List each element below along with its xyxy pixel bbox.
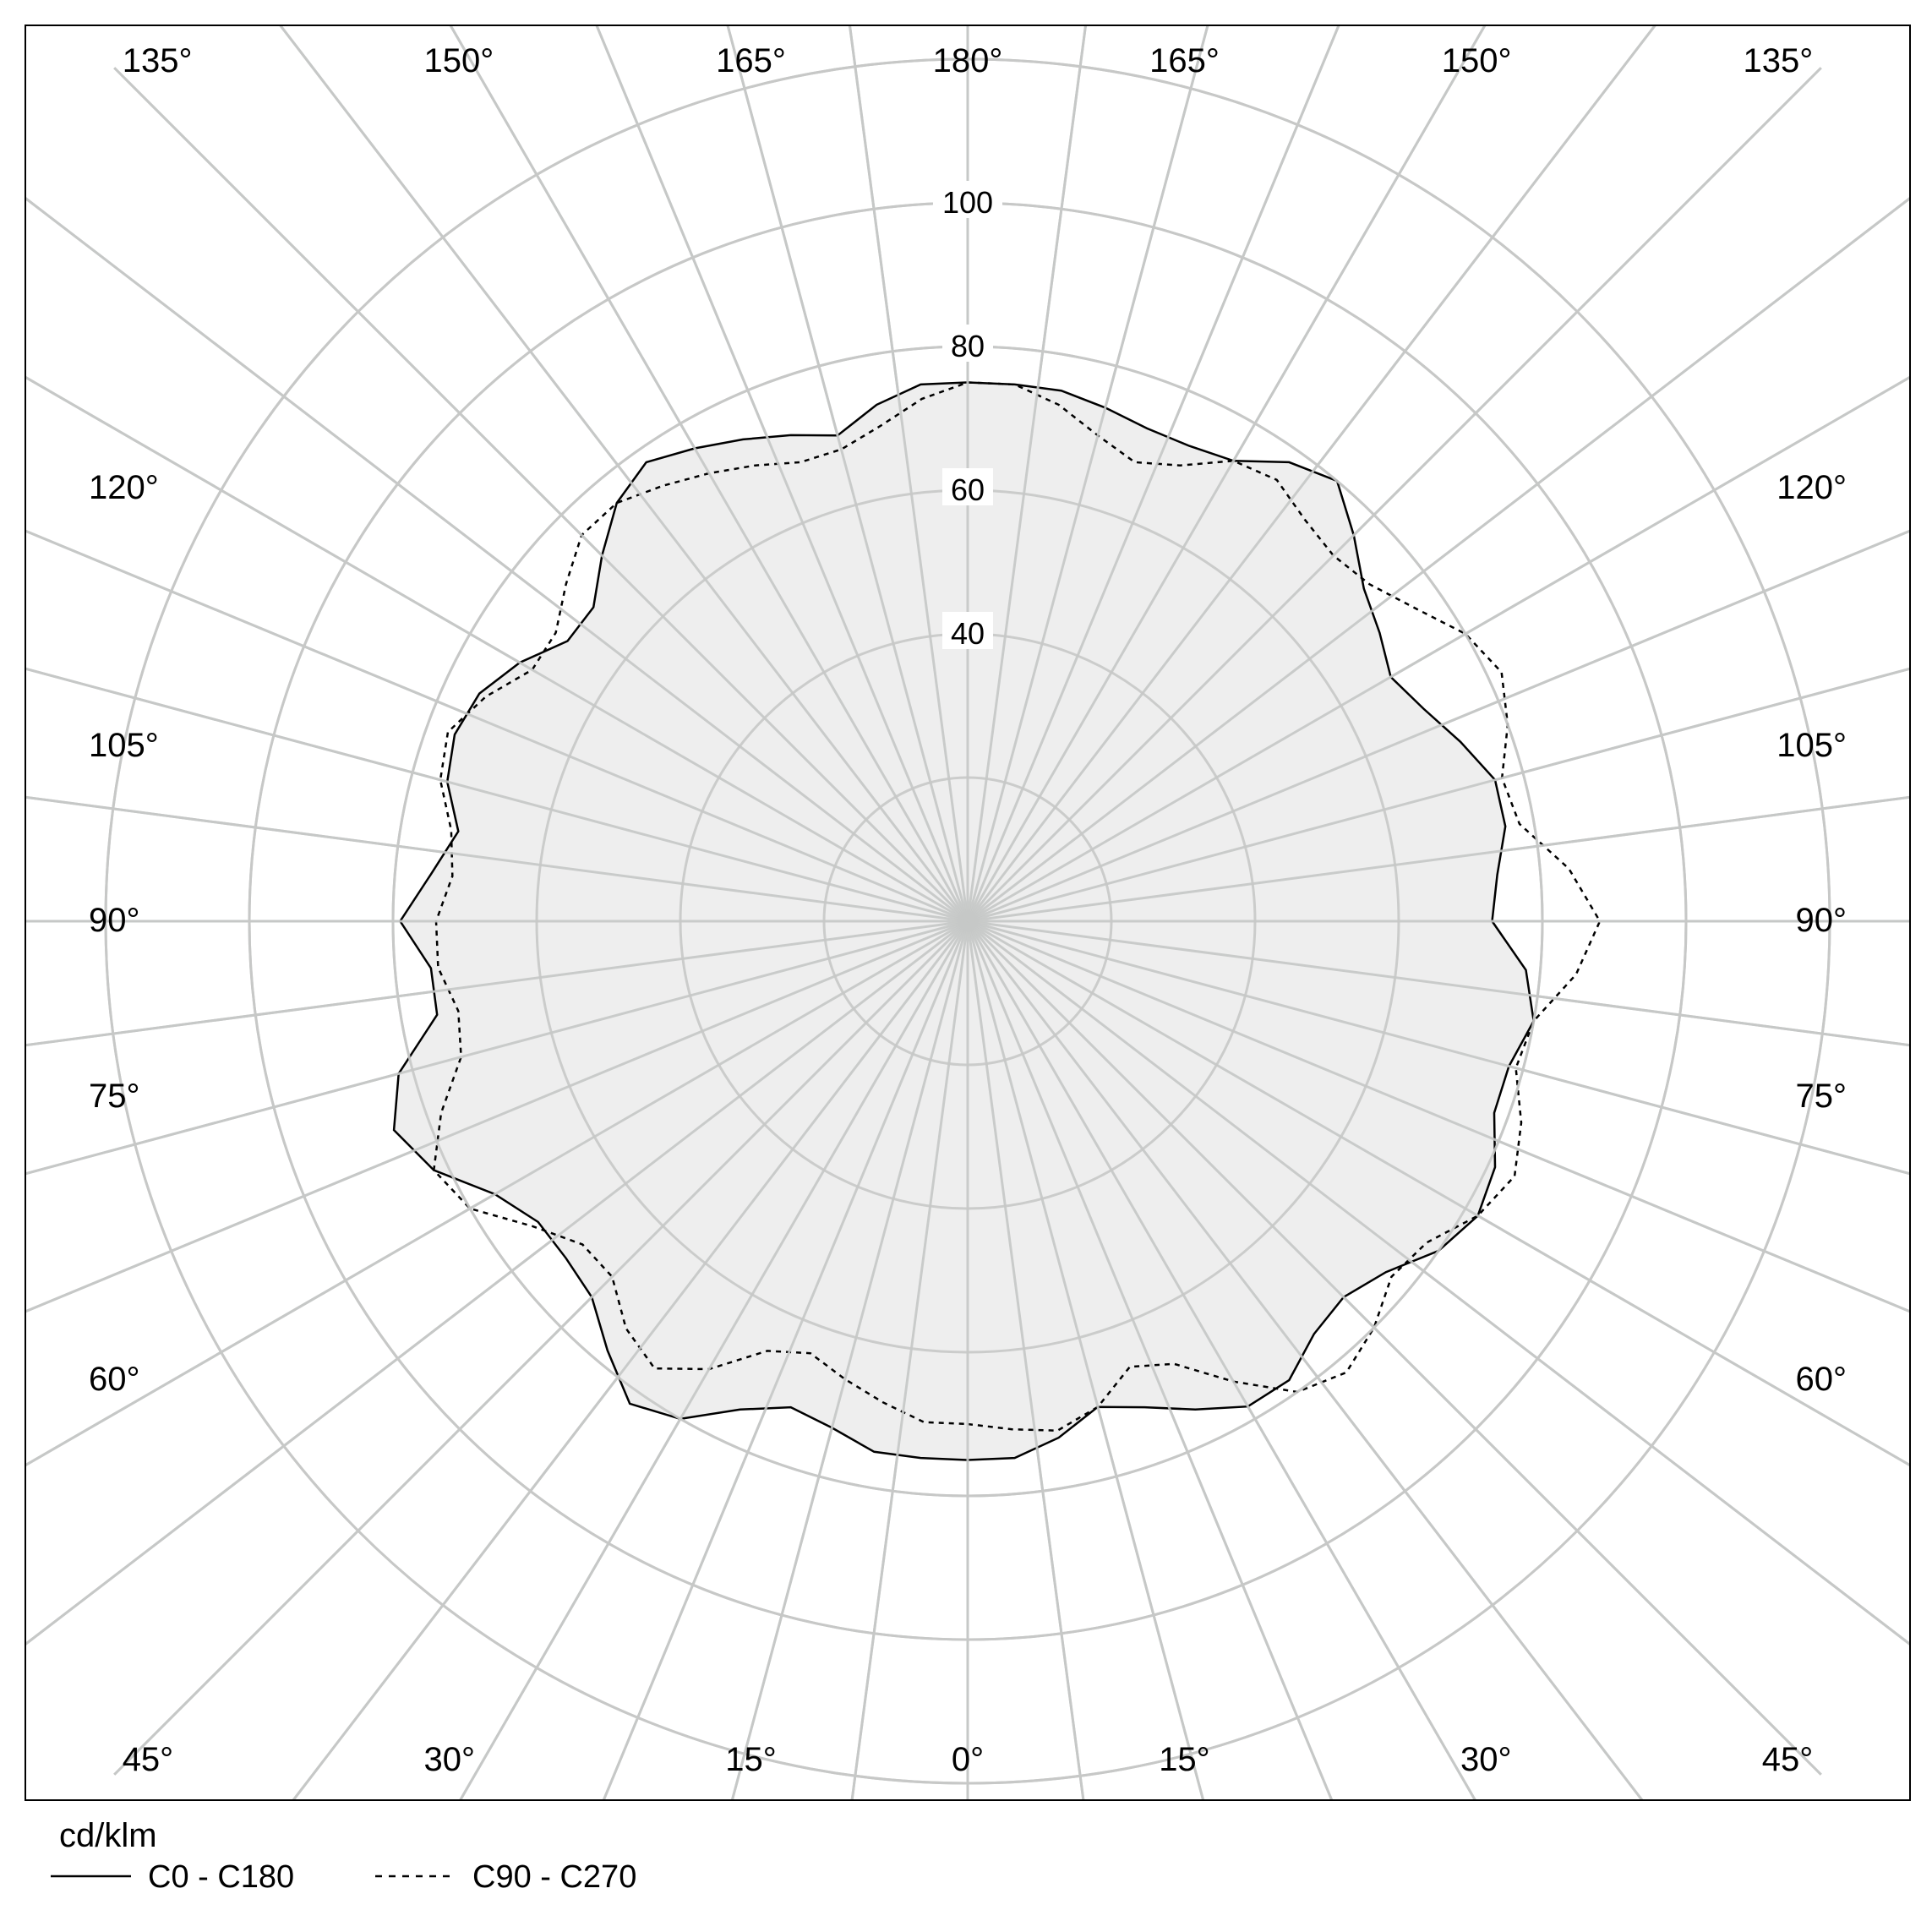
- angle-label: 30°: [424, 1741, 476, 1778]
- angle-label: 135°: [123, 42, 193, 79]
- angle-label: 90°: [89, 902, 140, 939]
- polar-chart: 40 60 80 100 135° 150° 165° 180° 165° 150° 135° 120…: [0, 0, 1932, 1932]
- angle-label: 150°: [424, 42, 494, 79]
- legend-label: C90 - C270: [472, 1859, 636, 1895]
- angle-label: 30°: [1460, 1741, 1512, 1778]
- angle-label: 0°: [952, 1741, 984, 1778]
- angle-label: 135°: [1744, 42, 1814, 79]
- angle-label: 165°: [716, 42, 786, 79]
- angle-label: 45°: [1762, 1741, 1814, 1778]
- angle-label: 15°: [1159, 1741, 1210, 1778]
- angle-label: 15°: [725, 1741, 777, 1778]
- angle-label: 150°: [1442, 42, 1512, 79]
- angle-label: 180°: [933, 42, 1003, 79]
- angle-label: 45°: [123, 1741, 174, 1778]
- radial-label: 100: [942, 185, 993, 220]
- angle-label: 60°: [89, 1361, 140, 1398]
- angle-label: 105°: [1776, 727, 1847, 764]
- angle-label: 90°: [1796, 902, 1847, 939]
- angle-label: 60°: [1796, 1361, 1847, 1398]
- angle-label: 165°: [1149, 42, 1220, 79]
- unit-label: cd/klm: [59, 1817, 157, 1854]
- radial-label: 60: [951, 472, 985, 507]
- angle-label: 75°: [1796, 1078, 1847, 1115]
- radial-label: 80: [951, 329, 985, 363]
- angle-label: 120°: [1776, 469, 1847, 506]
- angle-label: 75°: [89, 1078, 140, 1115]
- legend-label: C0 - C180: [148, 1859, 294, 1895]
- angle-label: 120°: [89, 469, 159, 506]
- angle-label: 105°: [89, 727, 159, 764]
- radial-label: 40: [951, 616, 985, 651]
